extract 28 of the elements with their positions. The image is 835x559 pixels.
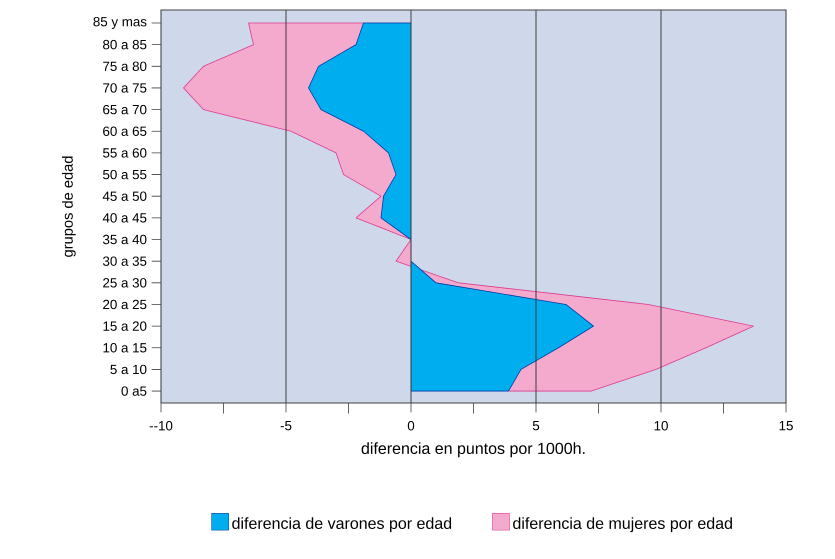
legend-label: diferencia de varones por edad <box>232 517 452 532</box>
y-tick-label: 40 a 45 <box>102 213 146 223</box>
y-tick-label: 55 a 60 <box>103 148 146 158</box>
y-tick-label: 75 a 80 <box>103 62 146 72</box>
x-axis-title: diferencia en puntos por 1000h. <box>362 442 585 458</box>
legend-label: diferencia de mujeres por edad <box>513 517 732 532</box>
x-tick-label: 0 <box>408 421 414 430</box>
x-tick-label: -5 <box>280 421 292 430</box>
y-tick-label: 35 a 40 <box>102 234 146 244</box>
y-tick-label: 30 a 35 <box>102 256 146 266</box>
y-tick-label: 5 a 10 <box>110 364 146 374</box>
y-tick-label: 0 a5 <box>122 386 146 396</box>
y-tick-label: 20 a 25 <box>103 300 146 310</box>
y-tick-label: 60 a 65 <box>103 126 146 136</box>
y-tick-label: 45 a 50 <box>102 191 146 201</box>
y-tick-label: 25 a 30 <box>103 278 146 288</box>
x-tick-label: 10 <box>654 421 668 430</box>
y-tick-label: 70 a 75 <box>103 83 146 93</box>
y-tick-label: 85 y mas <box>93 16 146 30</box>
x-tick-label: 15 <box>780 421 793 430</box>
y-tick-label: 50 a 55 <box>103 170 146 180</box>
y-tick-label: 80 a 85 <box>103 40 146 50</box>
y-tick-label: 15 a 20 <box>104 321 146 331</box>
x-tick-label: --10 <box>150 421 172 430</box>
y-tick-label: 65 a 70 <box>103 104 146 114</box>
y-axis-title: grupos de edad <box>62 156 76 257</box>
y-tick-label: 10 a 15 <box>104 343 146 352</box>
x-tick-label: 5 <box>532 421 540 430</box>
